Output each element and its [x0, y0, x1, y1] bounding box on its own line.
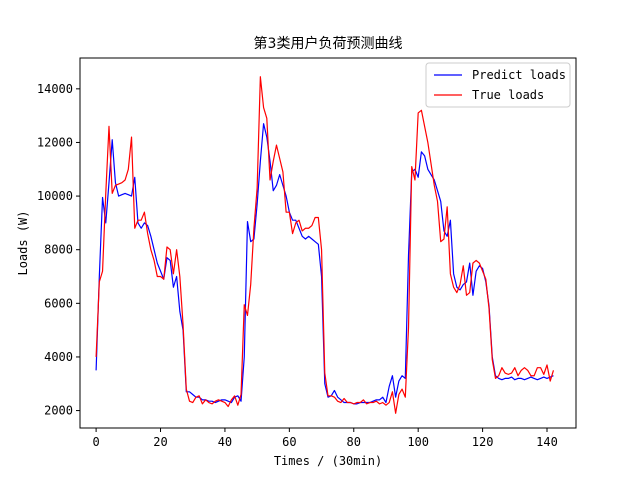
y-axis-label: Loads (W): [16, 210, 30, 275]
plot-area: 0 20 40 60 80 100 120 140 2000 4000 6000 8000 10000…: [37, 57, 577, 449]
y-tick-label: 2000: [44, 404, 73, 418]
y-axis-ticks: 2000 4000 6000 8000 10000 12000 14000: [37, 82, 80, 418]
chart-title: 第3类用户负荷预测曲线: [254, 35, 403, 52]
y-tick-label: 10000: [37, 189, 73, 203]
legend-label-true-loads: True loads: [472, 88, 544, 102]
x-tick-label: 100: [407, 435, 429, 449]
series-lines: [95, 76, 555, 414]
series-line-predict-loads: [95, 123, 554, 405]
legend: Predict loads True loads: [425, 62, 571, 108]
plot-frame: [79, 57, 577, 429]
x-tick-label: 0: [92, 435, 99, 449]
y-tick-label: 8000: [44, 243, 73, 257]
y-tick-label: 12000: [37, 135, 73, 149]
x-axis-ticks: 0 20 40 60 80 100 120 140: [92, 428, 558, 449]
legend-label-predict-loads: Predict loads: [472, 68, 566, 82]
x-axis-label: Times / (30min): [274, 454, 382, 468]
y-tick-label: 4000: [44, 350, 73, 364]
x-tick-label: 80: [347, 435, 361, 449]
series-line-true-loads: [95, 76, 555, 414]
x-tick-label: 60: [282, 435, 296, 449]
y-tick-label: 14000: [37, 82, 73, 96]
x-tick-label: 20: [153, 435, 167, 449]
y-tick-label: 6000: [44, 296, 73, 310]
x-tick-label: 140: [536, 435, 558, 449]
x-tick-label: 120: [472, 435, 494, 449]
x-tick-label: 40: [218, 435, 232, 449]
legend-box: [425, 62, 571, 108]
